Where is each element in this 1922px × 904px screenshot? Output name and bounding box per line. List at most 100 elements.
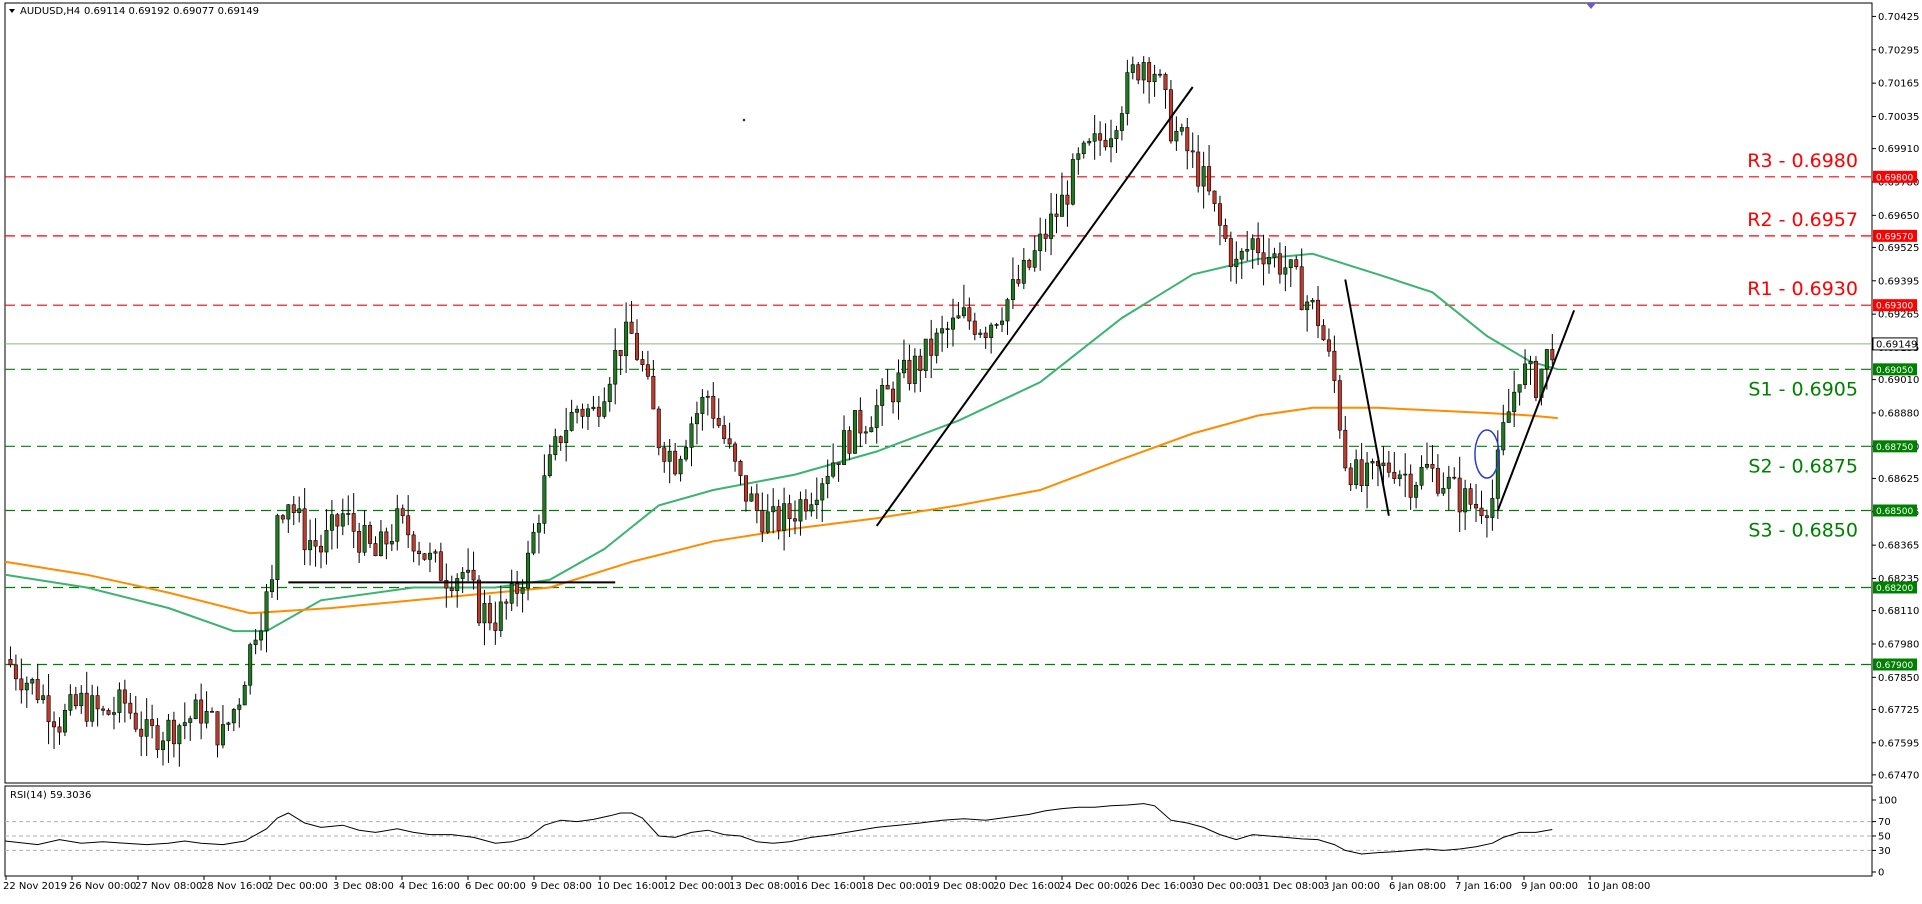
bear-candle	[858, 410, 863, 434]
bear-candle	[95, 695, 100, 710]
bull-candle	[1239, 250, 1244, 260]
bull-candle	[389, 540, 394, 545]
bull-candle	[395, 508, 400, 542]
bull-candle	[1021, 259, 1026, 284]
scroll-marker-icon[interactable]	[1586, 3, 1596, 9]
bull-candle	[1010, 279, 1015, 300]
trendline	[1496, 309, 1576, 511]
bull-candle	[940, 328, 945, 334]
bear-candle	[1474, 503, 1479, 509]
bull-candle	[1490, 498, 1495, 518]
time-tick-label: 3 Dec 08:00	[333, 881, 394, 892]
time-tick-label: 26 Dec 16:00	[1125, 881, 1192, 892]
bear-candle	[1321, 325, 1326, 341]
bear-candle	[1294, 259, 1299, 268]
current-price-badge-label: 0.69149	[1876, 339, 1917, 350]
bull-candle	[24, 682, 29, 691]
level-labels-group: R3 - 0.6980 R2 - 0.6957 R1 - 0.6930 S1 - 0.…	[1747, 150, 1858, 542]
bull-candle	[231, 709, 236, 724]
bear-candle	[46, 695, 51, 723]
bear-candle	[1190, 150, 1195, 153]
bull-candle	[1125, 72, 1130, 114]
chart-symbol: AUDUSD,H4	[20, 6, 80, 17]
resistance-price-badge	[1873, 170, 1917, 183]
bull-candle	[689, 423, 694, 448]
bull-candle	[520, 587, 525, 594]
bear-candle	[1163, 74, 1168, 91]
bear-candle	[1027, 259, 1032, 268]
bear-candle	[13, 664, 18, 680]
price-tick-label: 0.69910	[1878, 144, 1919, 155]
price-tick-label: 0.69265	[1878, 310, 1919, 321]
support-price-badge	[1873, 440, 1917, 453]
bear-candle	[280, 515, 285, 520]
bull-candle	[220, 724, 225, 746]
bear-candle	[803, 499, 808, 512]
price-tick-label: 0.68110	[1878, 606, 1919, 617]
price-tick-label: 0.68235	[1878, 574, 1919, 585]
bull-candle	[1245, 249, 1250, 252]
bull-candle	[62, 709, 67, 733]
marker-dot	[742, 118, 746, 122]
bull-candle	[1512, 391, 1517, 413]
bull-candle	[1441, 488, 1446, 494]
bear-candle	[422, 553, 427, 560]
bull-candle	[427, 552, 432, 560]
bull-candle	[956, 315, 961, 319]
bull-candle	[863, 431, 868, 434]
time-tick-label: 13 Dec 08:00	[729, 881, 796, 892]
bull-candle	[1397, 474, 1402, 479]
bull-candle	[782, 503, 787, 531]
bear-candle	[313, 540, 318, 547]
bear-candle	[57, 726, 62, 733]
time-tick-label: 10 Dec 16:00	[597, 881, 664, 892]
bull-candle	[248, 644, 253, 686]
time-tick-label: 22 Nov 2019	[3, 881, 67, 892]
bull-candle	[814, 499, 819, 505]
bear-candle	[444, 580, 449, 589]
bull-candle	[994, 324, 999, 326]
bull-candle	[1119, 113, 1124, 131]
bull-candle	[1109, 138, 1113, 148]
bear-candle	[210, 711, 215, 713]
bull-candle	[1130, 64, 1135, 73]
bear-candle	[651, 376, 656, 410]
bear-candle	[1435, 467, 1440, 494]
bull-candle	[1070, 159, 1075, 205]
bull-candle	[204, 711, 209, 724]
support-level-label: S2 - 0.6875	[1748, 455, 1858, 477]
bear-candle	[411, 534, 416, 552]
bull-candle	[624, 321, 629, 356]
symbol-menu-icon[interactable]	[9, 9, 15, 13]
bear-candle	[1277, 253, 1282, 275]
bull-candle	[1305, 301, 1310, 311]
time-tick-label: 28 Nov 16:00	[201, 881, 268, 892]
bull-candle	[41, 695, 46, 700]
bear-candle	[629, 321, 634, 334]
bear-candle	[199, 699, 204, 724]
current-price-badge	[1872, 337, 1918, 351]
bull-candle	[1087, 140, 1092, 144]
bear-candle	[171, 719, 176, 745]
bull-candle	[1528, 360, 1533, 365]
bear-candle	[1457, 477, 1462, 513]
bull-candle	[111, 712, 116, 715]
bear-candle	[150, 719, 155, 726]
bull-candle	[1354, 459, 1359, 486]
bull-candle	[90, 695, 95, 722]
time-tick-label: 2 Dec 00:00	[267, 881, 328, 892]
resistance-price-badge-label: 0.69800	[1876, 173, 1913, 183]
bear-candle	[733, 443, 738, 462]
trendline	[875, 86, 1194, 527]
bull-candle	[30, 679, 35, 684]
bear-candle	[335, 514, 340, 527]
bull-candle	[831, 462, 836, 477]
price-tick-label: 0.69395	[1878, 276, 1919, 287]
bull-candle	[1523, 363, 1528, 385]
bear-candle	[1158, 73, 1163, 76]
bear-candle	[983, 332, 988, 338]
bull-candle	[253, 639, 258, 645]
bull-candle	[1032, 250, 1037, 268]
bull-candle	[602, 401, 607, 417]
